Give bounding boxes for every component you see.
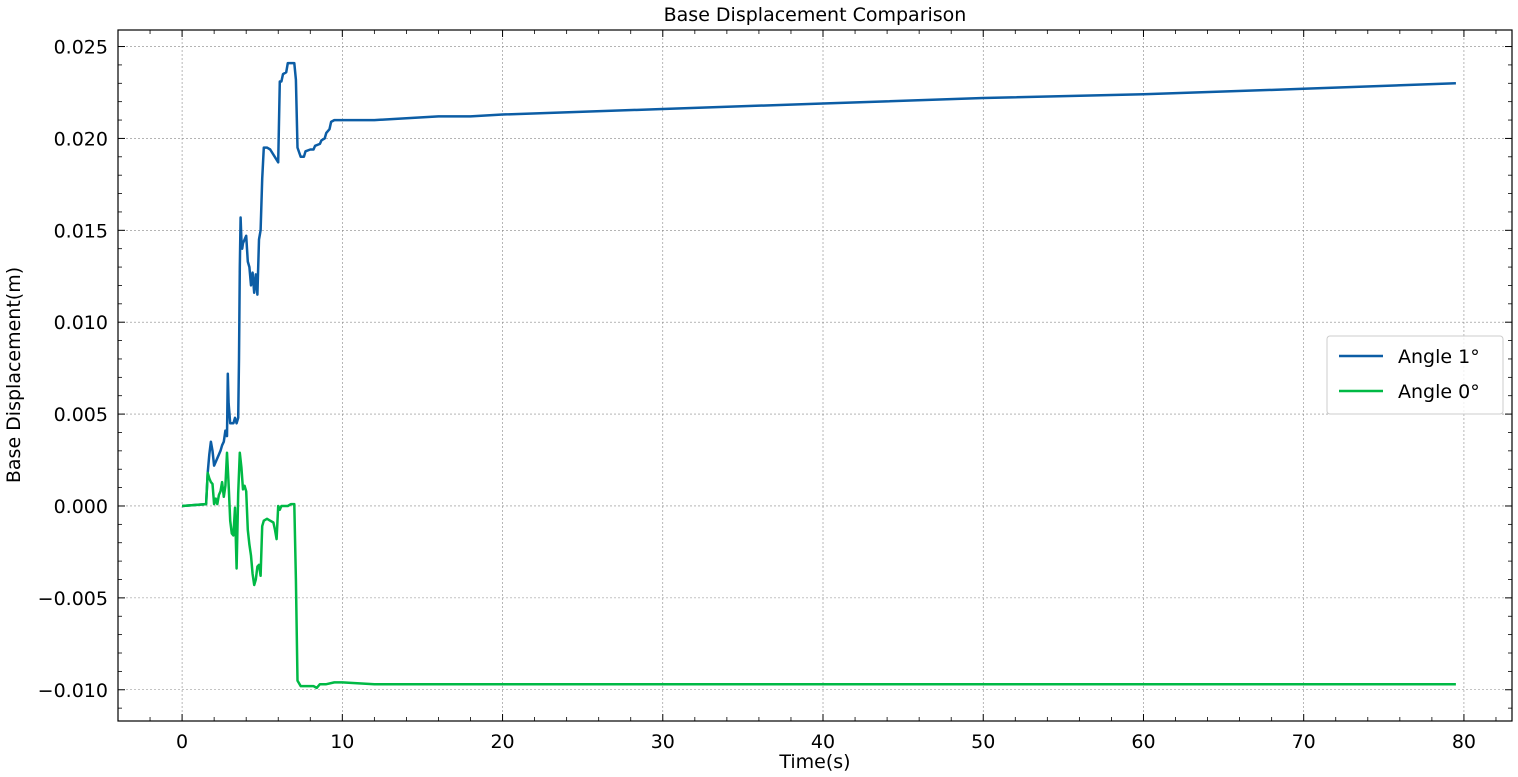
x-axis-label: Time(s) xyxy=(778,751,850,773)
x-tick-label: 70 xyxy=(1292,731,1316,753)
grid xyxy=(118,30,1512,721)
x-tick-label: 50 xyxy=(971,731,995,753)
x-tick-label: 40 xyxy=(811,731,835,753)
x-tick-label: 20 xyxy=(490,731,514,753)
series-layer xyxy=(182,61,1456,690)
y-tick-label: 0.025 xyxy=(54,37,108,59)
y-tick-labels: −0.010 −0.005 0.000 0.005 0.010 0.015 0.020 0.0… xyxy=(38,37,108,702)
series-line-1 xyxy=(182,451,1456,690)
ticks xyxy=(118,30,1512,721)
x-tick-label: 80 xyxy=(1452,731,1476,753)
legend-label-angle-1: Angle 1° xyxy=(1398,346,1480,368)
series-line-0 xyxy=(182,61,1456,508)
chart-title: Base Displacement Comparison xyxy=(664,4,967,26)
y-tick-label: −0.010 xyxy=(38,680,108,702)
plot-frame xyxy=(117,29,1513,722)
y-axis-label: Base Displacement(m) xyxy=(3,267,25,483)
x-tick-labels: 0 10 20 30 40 50 60 70 80 xyxy=(176,731,1476,753)
legend: Angle 1° Angle 0° xyxy=(1326,335,1504,415)
x-tick-label: 0 xyxy=(176,731,188,753)
y-tick-label: 0.005 xyxy=(54,404,108,426)
y-tick-label: 0.015 xyxy=(54,220,108,242)
y-tick-label: 0.010 xyxy=(54,312,108,334)
y-tick-label: −0.005 xyxy=(38,588,108,610)
x-tick-label: 10 xyxy=(330,731,354,753)
x-tick-label: 60 xyxy=(1131,731,1155,753)
y-tick-label: 0.020 xyxy=(54,128,108,150)
x-tick-label: 30 xyxy=(651,731,675,753)
y-tick-label: 0.000 xyxy=(54,496,108,518)
legend-label-angle-0: Angle 0° xyxy=(1398,381,1480,403)
